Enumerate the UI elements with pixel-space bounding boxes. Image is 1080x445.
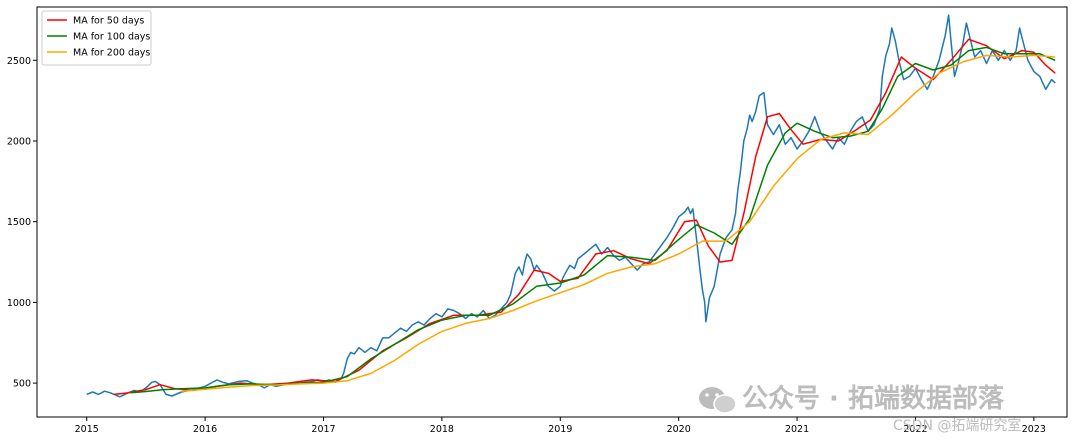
x-tick-label: 2022 — [903, 424, 927, 435]
legend-label: MA for 100 days — [73, 32, 150, 43]
x-tick-label: 2015 — [75, 424, 99, 435]
x-tick-label: 2023 — [1022, 424, 1046, 435]
legend: MA for 50 days MA for 100 days MA for 200 … — [41, 10, 152, 66]
y-tick-label: 2500 — [7, 56, 31, 67]
watermark-secondary: CSDN @拓端研究室 — [893, 417, 1021, 434]
y-tick-label: 1000 — [7, 298, 31, 309]
x-tick-label: 2021 — [785, 424, 809, 435]
legend-label: MA for 50 days — [73, 16, 144, 27]
axes: 2015 2016 2017 2018 2019 2020 2021 2022 2023 500 1… — [7, 56, 1046, 435]
x-tick-label: 2016 — [193, 424, 217, 435]
legend-box — [41, 10, 152, 66]
x-tick-label: 2017 — [311, 424, 335, 435]
wechat-logo-icon — [699, 387, 737, 414]
x-tick-label: 2018 — [430, 424, 454, 435]
y-tick-label: 500 — [13, 379, 31, 390]
x-tick-label: 2019 — [548, 424, 572, 435]
x-tick-label: 2020 — [667, 424, 691, 435]
y-tick-label: 1500 — [7, 217, 31, 228]
plot-frame — [36, 6, 1068, 418]
watermark: 公众号 · 拓端数据部落 CSDN @拓端研究室 — [699, 384, 1021, 434]
plot-area — [86, 14, 1056, 398]
y-tick-label: 2000 — [7, 136, 31, 147]
watermark-primary: 公众号 · 拓端数据部落 — [742, 384, 1005, 414]
legend-label: MA for 200 days — [73, 48, 150, 59]
series-line-ma-3 — [181, 54, 1056, 392]
